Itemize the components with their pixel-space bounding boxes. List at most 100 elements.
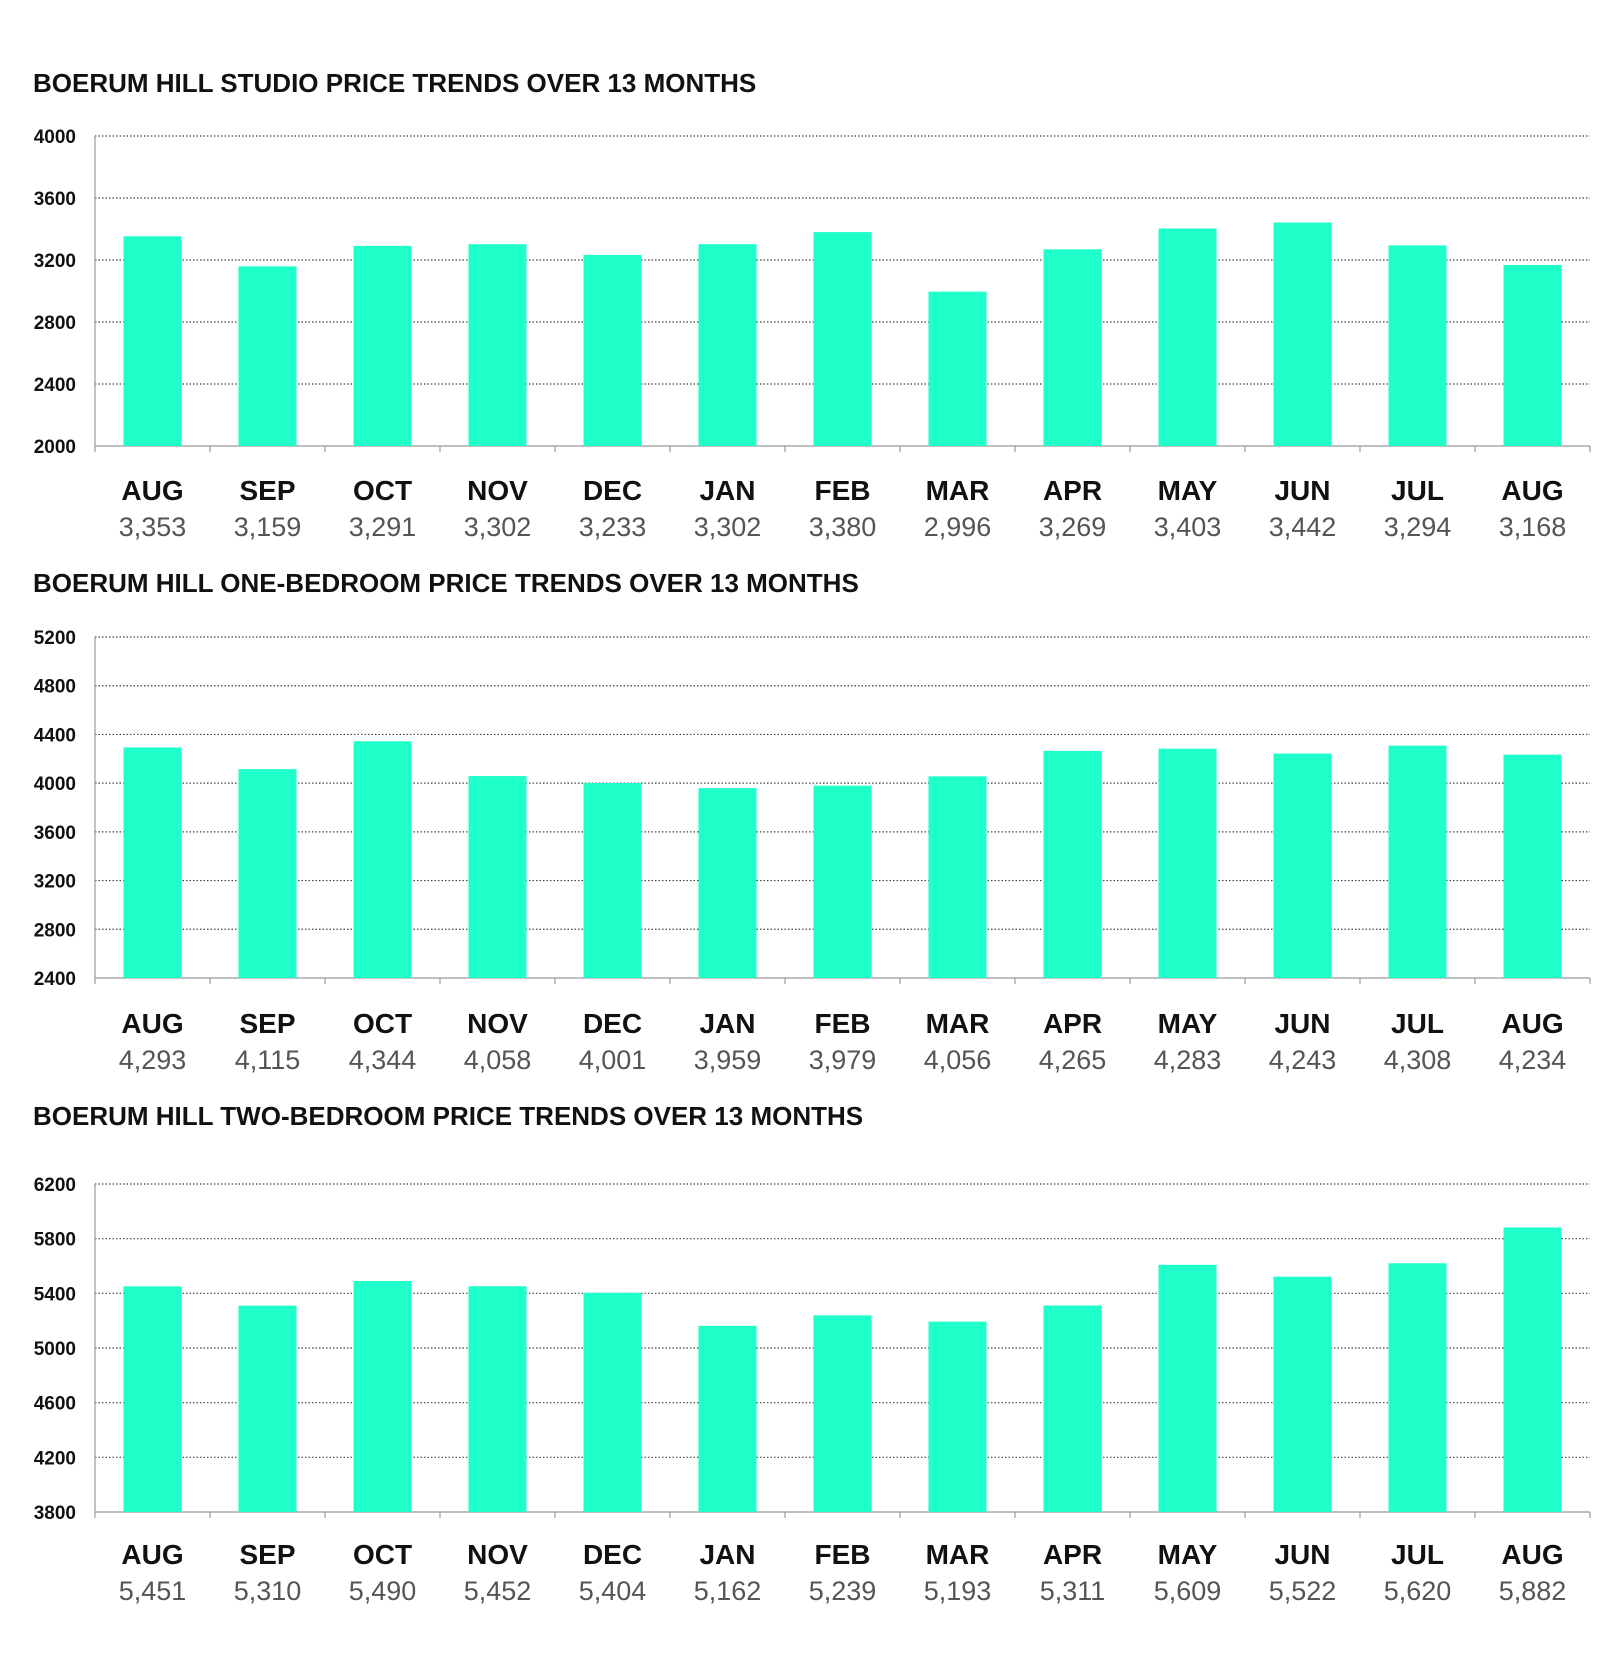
- month-label: FEB: [815, 1008, 871, 1039]
- bar: [1503, 1227, 1562, 1512]
- month-label: MAR: [926, 1539, 990, 1570]
- y-tick-label: 4800: [34, 677, 76, 698]
- month-label: FEB: [815, 475, 871, 506]
- y-tick-label: 2400: [34, 375, 76, 396]
- value-label: 5,451: [119, 1576, 187, 1606]
- month-label: MAY: [1158, 1539, 1218, 1570]
- bar: [1158, 1264, 1217, 1512]
- value-label: 4,344: [349, 1045, 417, 1075]
- bar: [698, 788, 757, 978]
- month-label: JUN: [1274, 1008, 1330, 1039]
- month-label: DEC: [583, 475, 642, 506]
- value-label: 3,294: [1384, 512, 1452, 542]
- bar: [1388, 1263, 1447, 1512]
- value-label: 3,291: [349, 512, 417, 542]
- month-label: JAN: [699, 1008, 755, 1039]
- bar: [238, 769, 297, 978]
- y-tick-label: 4400: [34, 725, 76, 746]
- bar: [583, 254, 642, 446]
- month-label: AUG: [1501, 1539, 1563, 1570]
- bar: [123, 1286, 182, 1512]
- y-tick-label: 3800: [34, 1503, 76, 1524]
- value-label: 4,243: [1269, 1045, 1337, 1075]
- month-label: OCT: [353, 475, 412, 506]
- month-label: JAN: [699, 475, 755, 506]
- bar: [1043, 750, 1102, 978]
- y-tick-label: 2800: [34, 920, 76, 941]
- y-tick-label: 4200: [34, 1448, 76, 1469]
- value-label: 5,522: [1269, 1576, 1337, 1606]
- bar: [928, 291, 987, 446]
- value-label: 5,620: [1384, 1576, 1452, 1606]
- month-label: APR: [1043, 475, 1102, 506]
- y-tick-label: 6200: [34, 1175, 76, 1196]
- bar: [1043, 249, 1102, 446]
- value-label: 4,115: [235, 1045, 301, 1075]
- month-label: DEC: [583, 1539, 642, 1570]
- y-tick-label: 4000: [34, 774, 76, 795]
- value-label: 2,996: [924, 512, 992, 542]
- value-label: 5,404: [579, 1576, 647, 1606]
- bar: [813, 1315, 872, 1512]
- y-tick-label: 5400: [34, 1284, 76, 1305]
- month-label: MAY: [1158, 475, 1218, 506]
- month-label: AUG: [121, 1008, 183, 1039]
- y-tick-label: 4000: [34, 127, 76, 148]
- month-label: APR: [1043, 1539, 1102, 1570]
- bar: [1388, 745, 1447, 978]
- y-tick-label: 3600: [34, 189, 76, 210]
- value-label: 4,283: [1154, 1045, 1222, 1075]
- value-label: 4,265: [1039, 1045, 1107, 1075]
- bar: [1273, 1276, 1332, 1512]
- value-label: 4,058: [464, 1045, 532, 1075]
- value-label: 5,609: [1154, 1576, 1222, 1606]
- value-label: 3,302: [694, 512, 762, 542]
- bar: [1503, 754, 1562, 978]
- value-label: 3,353: [119, 512, 187, 542]
- month-label: APR: [1043, 1008, 1102, 1039]
- month-label: AUG: [121, 1539, 183, 1570]
- value-label: 4,293: [119, 1045, 187, 1075]
- value-label: 5,452: [464, 1576, 532, 1606]
- y-tick-label: 3200: [34, 872, 76, 893]
- bar: [468, 1286, 527, 1512]
- bar: [123, 747, 182, 978]
- bar: [468, 776, 527, 978]
- bar: [928, 776, 987, 978]
- value-label: 5,311: [1040, 1576, 1106, 1606]
- bar: [353, 741, 412, 978]
- value-label: 3,979: [809, 1045, 877, 1075]
- bar: [1043, 1305, 1102, 1512]
- value-label: 5,490: [349, 1576, 417, 1606]
- y-tick-label: 5000: [34, 1339, 76, 1360]
- value-label: 5,193: [924, 1576, 992, 1606]
- month-label: SEP: [239, 1008, 295, 1039]
- bar: [1158, 228, 1217, 446]
- value-label: 3,442: [1269, 512, 1337, 542]
- y-tick-label: 2000: [34, 437, 76, 458]
- month-label: NOV: [467, 1539, 528, 1570]
- value-label: 3,269: [1039, 512, 1107, 542]
- y-tick-label: 5200: [34, 628, 76, 649]
- bar: [813, 232, 872, 446]
- bar: [928, 1321, 987, 1512]
- y-tick-label: 2800: [34, 313, 76, 334]
- month-label: JAN: [699, 1539, 755, 1570]
- month-label: FEB: [815, 1539, 871, 1570]
- value-label: 3,302: [464, 512, 532, 542]
- bar: [1273, 753, 1332, 978]
- bar: [583, 783, 642, 978]
- month-label: OCT: [353, 1539, 412, 1570]
- month-label: SEP: [239, 475, 295, 506]
- bar: [238, 1305, 297, 1512]
- month-label: NOV: [467, 1008, 528, 1039]
- month-label: JUL: [1391, 475, 1444, 506]
- value-label: 3,233: [579, 512, 647, 542]
- value-label: 3,959: [694, 1045, 762, 1075]
- y-tick-label: 4600: [34, 1394, 76, 1415]
- bar: [698, 244, 757, 446]
- month-label: AUG: [121, 475, 183, 506]
- value-label: 4,056: [924, 1045, 992, 1075]
- bar: [583, 1292, 642, 1512]
